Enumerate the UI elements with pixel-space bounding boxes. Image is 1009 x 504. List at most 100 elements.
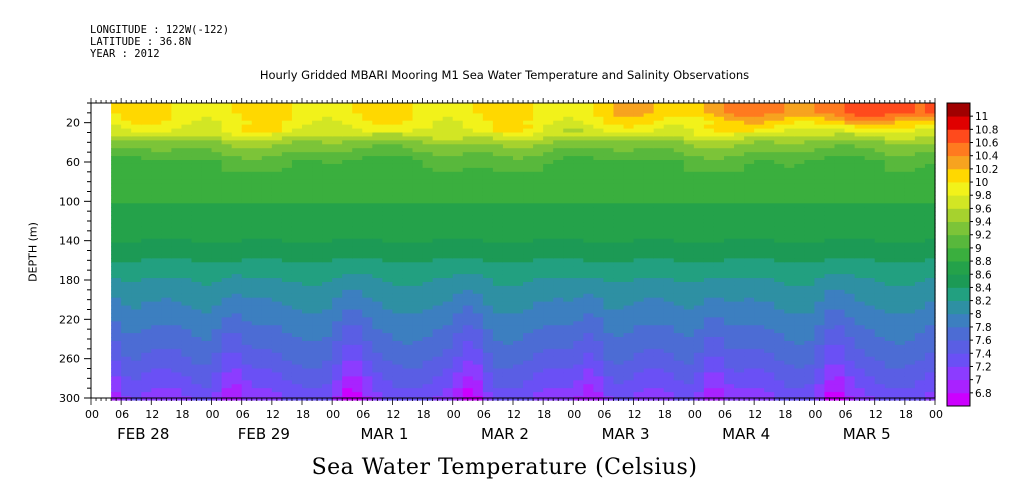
heatmap-cell	[784, 203, 795, 208]
heatmap-cell	[181, 128, 193, 134]
heatmap-cell	[442, 321, 454, 326]
heatmap-cell	[281, 293, 293, 299]
heatmap-cell	[764, 222, 775, 228]
heatmap-cell	[744, 258, 755, 263]
heatmap-cell	[502, 234, 514, 240]
heatmap-cell	[573, 278, 584, 283]
heatmap-cell	[724, 368, 735, 374]
heatmap-cell	[131, 297, 142, 303]
heatmap-cell	[342, 132, 353, 138]
heatmap-cell	[221, 246, 233, 252]
heatmap-cell	[111, 301, 122, 307]
heatmap-cell	[382, 226, 394, 232]
heatmap-cell	[543, 191, 554, 197]
heatmap-cell	[241, 368, 253, 374]
heatmap-cell	[221, 329, 233, 334]
heatmap-cell	[362, 348, 373, 354]
heatmap-cell	[764, 128, 775, 134]
heatmap-cell	[713, 219, 725, 224]
heatmap-cell	[171, 301, 183, 307]
heatmap-cell	[171, 289, 183, 295]
heatmap-cell	[744, 187, 755, 193]
heatmap-cell	[271, 360, 283, 366]
heatmap-cell	[543, 281, 554, 287]
heatmap-cell	[111, 215, 122, 220]
heatmap-cell	[352, 301, 363, 307]
heatmap-cell	[432, 285, 444, 291]
heatmap-cell	[382, 152, 394, 157]
heatmap-cell	[352, 250, 363, 256]
heatmap-cell	[623, 301, 635, 307]
heatmap-cell	[191, 238, 203, 244]
heatmap-cell	[141, 340, 152, 346]
heatmap-cell	[412, 120, 424, 126]
heatmap-cell	[713, 274, 725, 279]
heatmap-cell	[261, 167, 273, 173]
heatmap-cell	[131, 215, 142, 220]
heatmap-cell	[131, 250, 142, 256]
heatmap-cell	[633, 254, 645, 259]
heatmap-cell	[171, 372, 183, 377]
heatmap-cell	[161, 215, 172, 220]
heatmap-cell	[221, 103, 233, 114]
heatmap-cell	[462, 242, 474, 248]
heatmap-cell	[784, 207, 795, 212]
heatmap-cell	[663, 278, 675, 283]
heatmap-cell	[392, 187, 404, 193]
heatmap-cell	[593, 195, 605, 200]
heatmap-cell	[442, 317, 454, 322]
heatmap-cell	[422, 175, 434, 181]
heatmap-cell	[643, 258, 655, 263]
heatmap-cell	[392, 384, 404, 389]
heatmap-cell	[442, 258, 454, 263]
heatmap-cell	[593, 388, 605, 393]
heatmap-cell	[653, 380, 665, 385]
heatmap-cell	[764, 116, 775, 122]
heatmap-cell	[352, 309, 363, 315]
heatmap-cell	[543, 356, 554, 362]
heatmap-cell	[241, 376, 253, 381]
heatmap-cell	[563, 325, 574, 330]
heatmap-cell	[372, 211, 383, 216]
heatmap-cell	[191, 380, 203, 385]
heatmap-cell	[352, 112, 363, 118]
heatmap-cell	[312, 340, 323, 346]
heatmap-cell	[171, 348, 183, 354]
heatmap-cell	[342, 372, 353, 377]
heatmap-cell	[161, 199, 172, 204]
heatmap-cell	[312, 175, 323, 181]
heatmap-cell	[754, 152, 765, 157]
heatmap-cell	[492, 392, 504, 397]
heatmap-cell	[754, 262, 765, 267]
heatmap-cell	[492, 222, 504, 228]
heatmap-cell	[523, 238, 534, 244]
heatmap-cell	[593, 356, 605, 362]
heatmap-cell	[553, 325, 564, 330]
heatmap-cell	[131, 364, 142, 370]
heatmap-cell	[774, 171, 785, 177]
heatmap-cell	[543, 211, 554, 216]
heatmap-cell	[181, 309, 193, 315]
heatmap-cell	[211, 309, 223, 315]
heatmap-cell	[472, 352, 484, 358]
heatmap-cell	[231, 199, 243, 204]
heatmap-cell	[492, 258, 504, 263]
heatmap-cell	[633, 333, 645, 338]
heatmap-cell	[513, 199, 524, 204]
heatmap-cell	[472, 297, 484, 303]
heatmap-cell	[121, 219, 132, 224]
heatmap-cell	[492, 309, 504, 315]
heatmap-cell	[683, 112, 695, 118]
heatmap-cell	[513, 262, 524, 267]
heatmap-cell	[583, 329, 594, 334]
heatmap-cell	[492, 293, 504, 299]
heatmap-cell	[683, 103, 695, 114]
heatmap-cell	[131, 207, 142, 212]
heatmap-cell	[241, 222, 253, 228]
heatmap-cell	[121, 270, 132, 275]
heatmap-cell	[683, 242, 695, 248]
heatmap-cell	[703, 183, 715, 189]
heatmap-cell	[693, 144, 705, 149]
heatmap-cell	[352, 148, 363, 153]
heatmap-cell	[593, 348, 605, 354]
